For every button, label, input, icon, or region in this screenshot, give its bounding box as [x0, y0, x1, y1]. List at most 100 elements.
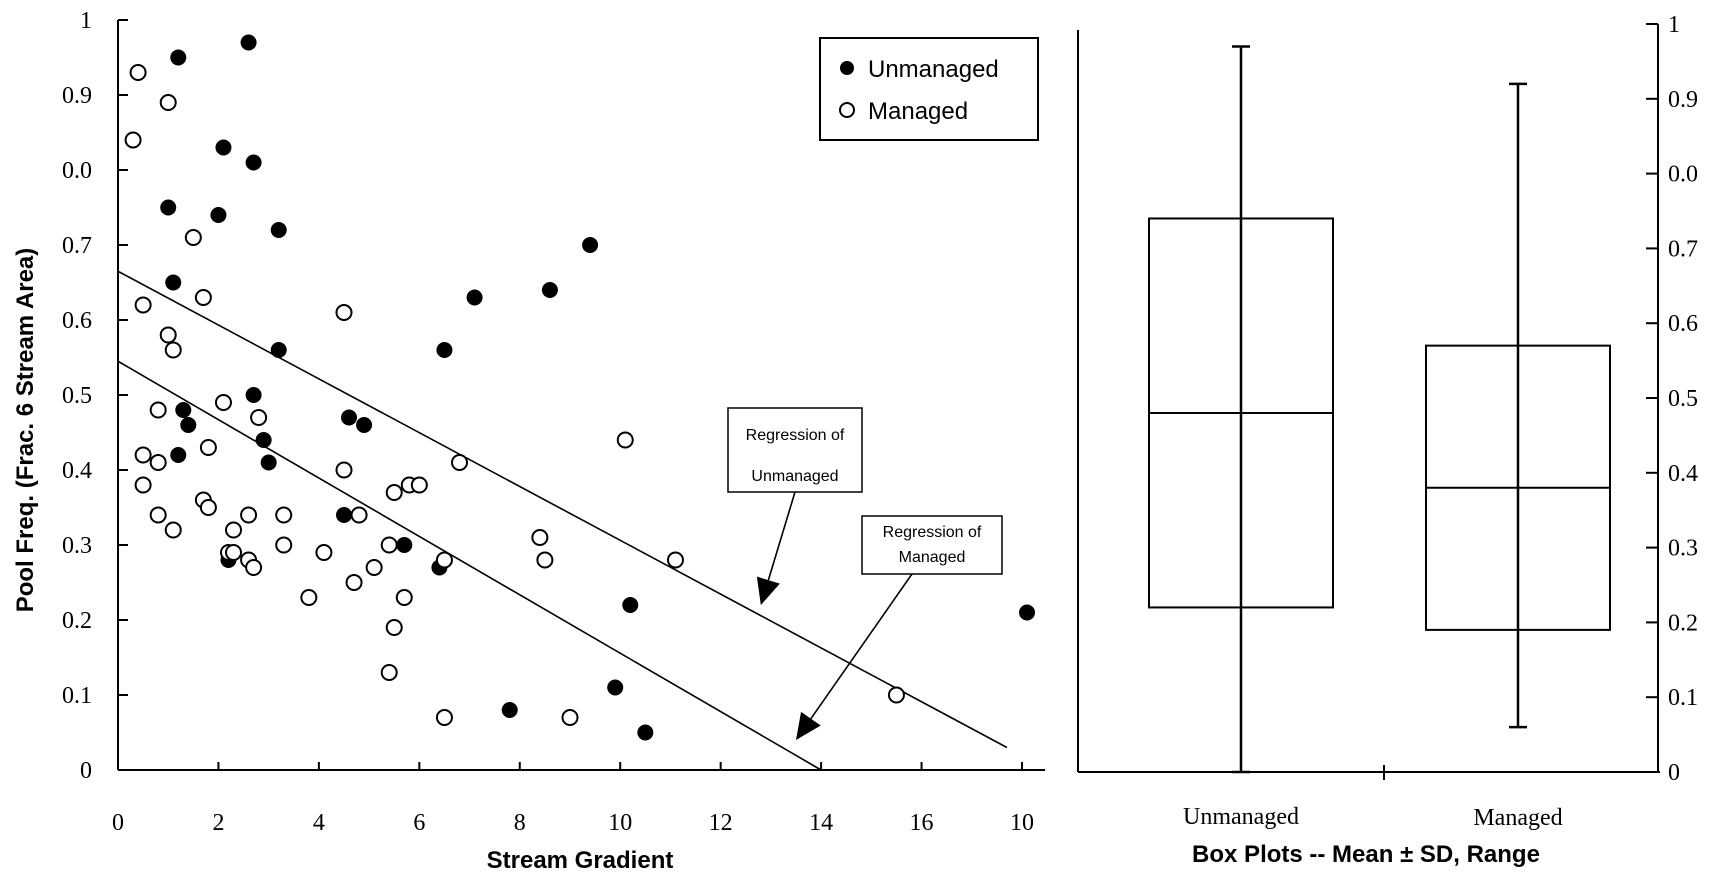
point-managed: [134, 446, 152, 464]
point-unmanaged: [356, 417, 373, 433]
y-tick-label: 0.6: [62, 308, 92, 334]
annotation-line-1: Regression of: [883, 524, 982, 541]
point-managed: [245, 559, 263, 576]
point-unmanaged: [582, 237, 599, 253]
y-tick-label: 0.6: [1668, 311, 1698, 337]
x-tick-label: 4: [313, 810, 325, 836]
point-unmanaged: [466, 289, 483, 306]
annotation-box: [861, 515, 1003, 575]
x-tick-label: 0: [112, 810, 124, 836]
annotation-line-1: Regression of: [746, 427, 845, 444]
point-managed: [887, 686, 905, 704]
y-tick-label: 0.5: [1668, 386, 1698, 412]
point-managed: [300, 589, 318, 606]
point-managed: [250, 409, 268, 426]
x-tick-label: 14: [809, 810, 833, 836]
point-managed: [199, 499, 217, 516]
regression-line: [117, 270, 1008, 749]
y-tick-label: 0.3: [1668, 536, 1698, 562]
point-managed: [194, 289, 212, 306]
point-unmanaged: [165, 274, 182, 291]
point-unmanaged: [1019, 604, 1036, 621]
point-managed: [149, 401, 167, 419]
legend-label-unmanaged: Unmanaged: [868, 56, 999, 83]
point-unmanaged: [180, 417, 197, 433]
point-managed: [410, 476, 428, 494]
point-unmanaged: [637, 724, 654, 741]
point-managed: [134, 476, 152, 494]
point-managed: [184, 229, 202, 246]
point-unmanaged: [336, 507, 352, 523]
point-managed: [315, 544, 333, 561]
box-plot-chart: 00.10.20.30.40.50.60.70.00.91 Unmanaged …: [1077, 12, 1698, 868]
point-managed: [199, 439, 217, 456]
point-unmanaged: [607, 679, 624, 696]
box-unmanaged: [1148, 45, 1334, 774]
annotation-arrow-line: [810, 573, 913, 720]
y-tick-label: 0: [80, 758, 92, 784]
x-tick-label: 12: [709, 810, 733, 836]
x-tick-label: 8: [514, 810, 526, 836]
annotation-regression-managed: Regression of Managed: [861, 515, 1003, 575]
point-managed: [335, 304, 353, 321]
category-label-managed: Managed: [1473, 805, 1562, 831]
x-axis-label: Stream Gradient: [487, 847, 674, 874]
y-tick-label: 0.9: [62, 83, 92, 109]
box-plot-caption: Box Plots -- Mean ± SD, Range: [1192, 841, 1540, 868]
point-unmanaged: [622, 597, 639, 613]
point-managed: [159, 326, 177, 344]
y-tick-label: 0: [1668, 760, 1680, 786]
point-unmanaged: [160, 199, 177, 216]
point-unmanaged: [245, 154, 262, 171]
y-tick-label: 0.7: [62, 233, 92, 259]
point-unmanaged: [260, 454, 277, 471]
point-unmanaged: [215, 139, 232, 156]
x-tick-label: 10: [608, 810, 632, 836]
y-tick-label: 1: [80, 8, 92, 34]
x-tick-label: 16: [910, 810, 934, 836]
point-managed: [225, 521, 243, 539]
y-tick-label: 0.9: [1668, 87, 1698, 113]
annotation-arrow-line: [767, 491, 796, 581]
annotation-line-2: Unmanaged: [751, 468, 838, 485]
point-managed: [435, 709, 453, 726]
point-unmanaged: [341, 409, 358, 426]
y-tick-label: 0.0: [62, 158, 92, 184]
point-managed: [395, 589, 413, 606]
point-unmanaged: [255, 432, 272, 448]
point-managed: [275, 536, 293, 554]
point-managed: [385, 484, 403, 501]
y-tick-label: 0.4: [1668, 461, 1698, 487]
point-managed: [129, 64, 147, 81]
legend-box: [819, 37, 1039, 141]
legend-marker-managed: [839, 102, 855, 118]
legend: Unmanaged Managed: [819, 37, 1039, 141]
point-managed: [531, 529, 549, 546]
point-managed: [561, 709, 579, 726]
point-unmanaged: [270, 342, 287, 358]
point-managed: [149, 454, 167, 471]
x-tick-label: 2: [212, 810, 224, 836]
point-unmanaged: [270, 222, 287, 238]
annotation-arrowhead: [756, 576, 780, 605]
point-unmanaged: [170, 49, 187, 66]
point-managed: [159, 94, 177, 111]
y-tick-label: 0.5: [62, 383, 92, 409]
point-managed: [225, 544, 243, 561]
point-managed: [451, 454, 469, 471]
y-tick-label: 0.4: [62, 458, 92, 484]
point-managed: [335, 461, 353, 479]
box-managed: [1425, 82, 1611, 729]
regression-line: [117, 360, 822, 771]
point-managed: [345, 574, 363, 591]
point-unmanaged: [210, 207, 227, 223]
point-unmanaged: [396, 537, 413, 553]
x-tick-label: 10: [1010, 810, 1034, 836]
annotation-box: [727, 407, 863, 493]
point-managed: [435, 551, 453, 569]
point-managed: [385, 619, 403, 636]
y-tick-label: 0.1: [62, 683, 92, 709]
point-managed: [536, 551, 554, 569]
point-unmanaged: [175, 402, 192, 418]
